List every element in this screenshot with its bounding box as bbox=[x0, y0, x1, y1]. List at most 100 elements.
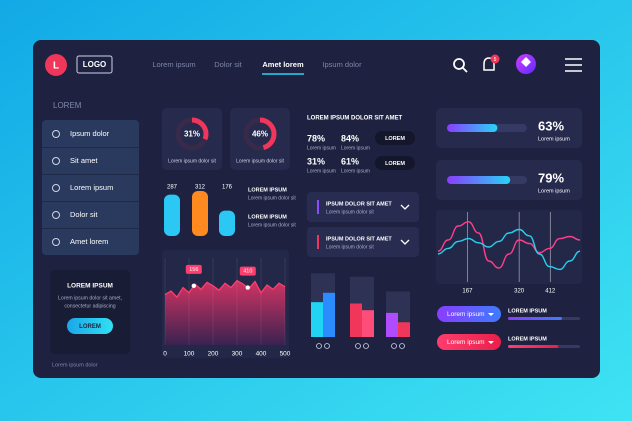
wave-line bbox=[437, 221, 581, 269]
stat-value: 31% bbox=[307, 156, 325, 166]
stat-button-label[interactable]: LOREM bbox=[385, 161, 405, 167]
control-dropdown[interactable] bbox=[437, 334, 501, 350]
chevron[interactable] bbox=[400, 204, 410, 210]
stat-button-label[interactable]: LOREM bbox=[385, 136, 405, 142]
donut-card bbox=[230, 108, 290, 170]
bar bbox=[362, 310, 374, 337]
menu-icon bbox=[52, 238, 60, 246]
dropdown-accent bbox=[317, 235, 319, 249]
area-line bbox=[164, 279, 286, 299]
x-tick-label: 0 bbox=[163, 351, 167, 358]
menu-icon bbox=[52, 184, 60, 192]
promo-text: Lorem ipsum dolor sit amet, bbox=[58, 295, 122, 301]
dropdown-title: IPSUM DOLOR SIT AMET bbox=[326, 201, 392, 207]
progress-label: 63% bbox=[538, 118, 564, 133]
nav-item[interactable]: Ipsum dolor bbox=[322, 60, 362, 69]
stat-value: 61% bbox=[341, 156, 359, 166]
x-tick-label: 300 bbox=[232, 351, 243, 358]
nav-item[interactable]: Dolor sit bbox=[214, 60, 242, 69]
progress-bar bbox=[447, 124, 498, 132]
progress-bar bbox=[447, 176, 511, 184]
promo-button[interactable] bbox=[67, 318, 113, 334]
progress-caption: Lorem ipsum bbox=[538, 188, 570, 194]
donut-arc bbox=[175, 117, 209, 151]
marker-tag bbox=[185, 264, 202, 274]
promo-button-label[interactable]: LOREM bbox=[79, 324, 101, 330]
marker-tag bbox=[239, 266, 256, 276]
progress-label: 79% bbox=[538, 170, 564, 185]
x-tick-label: 412 bbox=[545, 289, 556, 295]
nav-item[interactable]: Amet lorem bbox=[262, 60, 304, 69]
search-icon[interactable] bbox=[453, 58, 465, 70]
dropdown-card[interactable] bbox=[307, 227, 419, 257]
menu-icon bbox=[52, 130, 60, 138]
mini-bar bbox=[164, 194, 180, 236]
wave-line bbox=[437, 228, 581, 271]
marker-dot bbox=[245, 285, 250, 290]
menu-item[interactable]: Lorem ipsum bbox=[70, 183, 113, 192]
badge bbox=[490, 54, 500, 64]
stat-button[interactable] bbox=[375, 156, 415, 170]
badge-count: 5 bbox=[494, 57, 497, 63]
menu-icon bbox=[52, 211, 60, 219]
x-tick-label: 200 bbox=[208, 351, 219, 358]
dropdown-card[interactable] bbox=[307, 192, 419, 222]
x-tick-label: 320 bbox=[514, 289, 525, 295]
search-icon-handle bbox=[462, 67, 468, 73]
logo-text: LOGO bbox=[83, 60, 107, 69]
wave-card bbox=[436, 210, 582, 284]
marker-label: 156 bbox=[189, 267, 198, 273]
stats-title: LOREM IPSUM DOLOR SIT AMET bbox=[307, 116, 402, 122]
dropdown-accent bbox=[317, 200, 319, 214]
avatar-icon bbox=[521, 57, 531, 67]
nav-item[interactable]: Lorem ipsum bbox=[152, 60, 195, 69]
dropdown-text: Lorem ipsum dolor sit bbox=[326, 209, 374, 215]
menu-icon bbox=[52, 157, 60, 165]
bar bbox=[323, 292, 335, 337]
donut-card bbox=[162, 108, 222, 170]
logo-mark[interactable] bbox=[45, 54, 67, 76]
stat-value: 84% bbox=[341, 133, 359, 143]
x-tick-label: 167 bbox=[462, 289, 473, 295]
menu-item[interactable]: Dolor sit bbox=[70, 210, 98, 219]
bar bbox=[398, 322, 410, 337]
caret bbox=[488, 341, 494, 344]
x-tick-label: 500 bbox=[280, 351, 291, 358]
menu-box bbox=[42, 120, 139, 255]
dropdown-text: Lorem ipsum dolor sit bbox=[326, 244, 374, 250]
bar-value: 176 bbox=[222, 185, 233, 191]
stat-caption: Lorem ipsum bbox=[341, 145, 370, 151]
bar-icon bbox=[399, 343, 405, 349]
stat-button[interactable] bbox=[375, 131, 415, 145]
menu-item[interactable]: Amet lorem bbox=[70, 237, 108, 246]
menu-item[interactable]: Ipsum dolor bbox=[70, 129, 110, 138]
donut-label: 31% bbox=[184, 130, 200, 139]
promo-text: consectetur adipiscing bbox=[64, 303, 115, 309]
bar-value: 312 bbox=[195, 185, 206, 191]
menu-item[interactable]: Sit amet bbox=[70, 156, 98, 165]
progress-caption: Lorem ipsum bbox=[538, 136, 570, 142]
bar bbox=[311, 302, 323, 337]
bar-value: 287 bbox=[167, 185, 178, 191]
chevron[interactable] bbox=[400, 239, 410, 245]
bar-icon bbox=[391, 343, 397, 349]
stat-caption: Lorem ipsum bbox=[341, 168, 370, 174]
control-bar bbox=[508, 345, 559, 348]
stat-caption: Lorem ipsum bbox=[307, 145, 336, 151]
control-title: LOREM IPSUM bbox=[508, 336, 547, 342]
control-title: LOREM IPSUM bbox=[508, 308, 547, 314]
control-label[interactable]: Lorem ipsum bbox=[447, 311, 485, 318]
legend-title: LOREM IPSUM bbox=[248, 214, 287, 220]
x-tick-label: 400 bbox=[256, 351, 267, 358]
bar bbox=[386, 312, 398, 337]
control-dropdown[interactable] bbox=[437, 306, 501, 322]
footer: Lorem ipsum dolor bbox=[52, 362, 98, 368]
control-label[interactable]: Lorem ipsum bbox=[447, 339, 485, 346]
x-tick-label: 100 bbox=[184, 351, 195, 358]
menu-icon[interactable] bbox=[565, 58, 582, 72]
caret bbox=[488, 313, 494, 316]
marker-label: 410 bbox=[243, 269, 252, 275]
promo-title: LOREM IPSUM bbox=[67, 283, 113, 290]
